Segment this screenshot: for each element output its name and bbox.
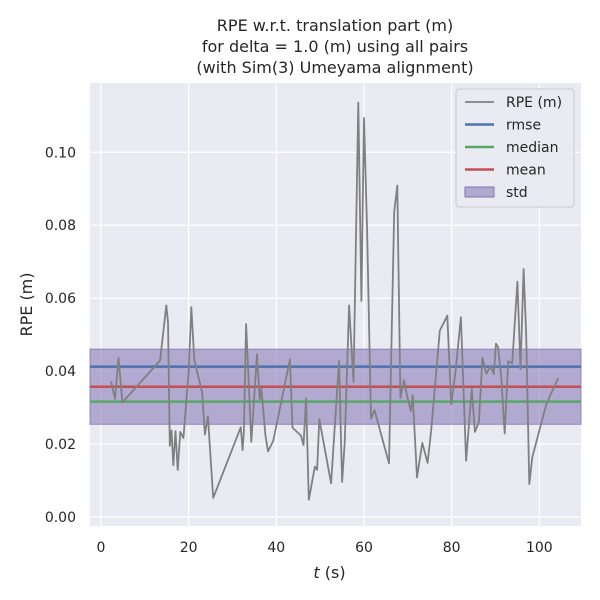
legend-label: RPE (m) (506, 95, 562, 111)
rpe-series-line (110, 101, 560, 501)
legend-label: mean (506, 163, 546, 179)
x-tick-label: 0 (96, 540, 105, 556)
x-tick-label: 60 (355, 540, 373, 556)
y-tick-label: 0.02 (45, 437, 76, 453)
title-line-2: for delta = 1.0 (m) using all pairs (202, 37, 468, 56)
y-tick-label: 0.10 (45, 145, 76, 161)
y-tick-label: 0.06 (45, 291, 76, 307)
y-tick-label: 0.00 (45, 510, 76, 526)
y-tick-label: 0.08 (45, 218, 76, 234)
x-tick-label: 80 (443, 540, 461, 556)
x-axis-label-unit: (s) (320, 563, 346, 582)
chart-title: RPE w.r.t. translation part (m) for delta… (196, 16, 473, 77)
legend-label: std (506, 185, 528, 201)
title-line-1: RPE w.r.t. translation part (m) (217, 16, 453, 35)
legend-swatch-std (464, 186, 495, 198)
stat-lines (90, 365, 581, 403)
legend-label: median (506, 140, 558, 156)
title-line-3: (with Sim(3) Umeyama alignment) (196, 58, 473, 77)
x-axis-label: t (s) (313, 563, 345, 582)
series-layer (110, 101, 560, 501)
y-tick-labels: 0.00 0.02 0.04 0.06 0.08 0.10 (45, 145, 76, 526)
legend-label: rmse (506, 118, 541, 134)
x-axis-label-var: t (313, 563, 320, 582)
legend: RPE (m) rmse median mean std (455, 88, 575, 208)
x-tick-label: 40 (267, 540, 285, 556)
y-axis-label: RPE (m) (17, 272, 36, 336)
x-tick-label: 100 (526, 540, 553, 556)
x-tick-labels: 0 20 40 60 80 100 (96, 540, 552, 556)
y-tick-label: 0.04 (45, 364, 76, 380)
legend-box (455, 88, 575, 208)
x-tick-label: 20 (180, 540, 198, 556)
